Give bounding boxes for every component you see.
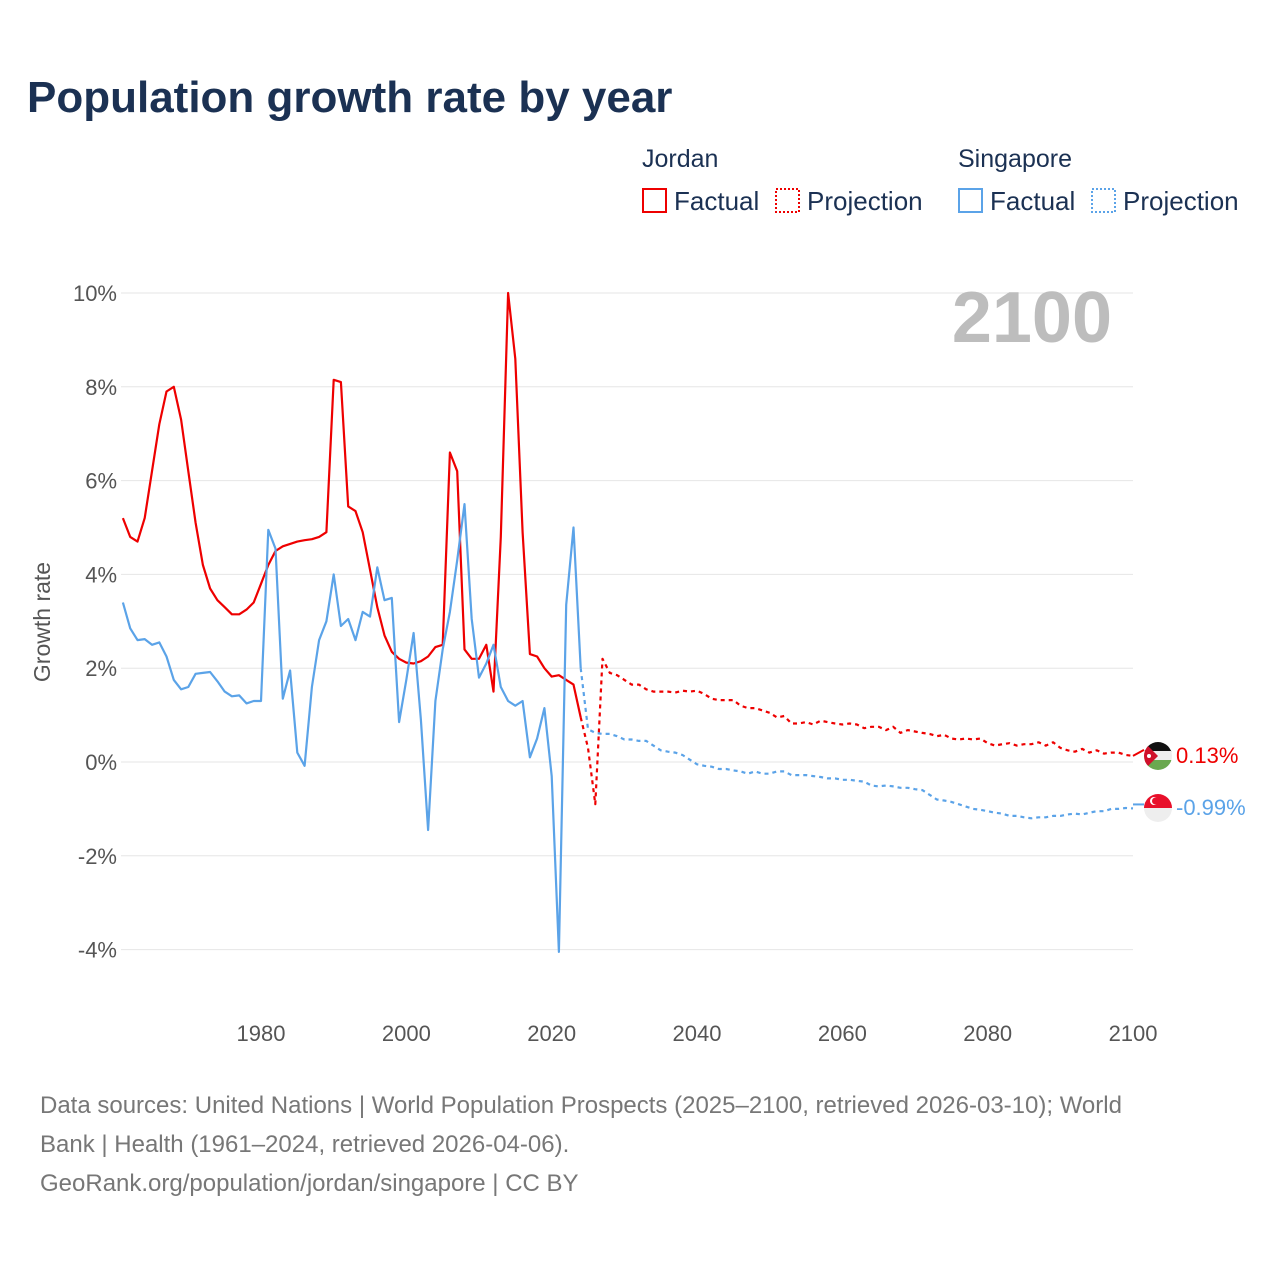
x-tick-label: 2060 bbox=[818, 1021, 867, 1046]
year-badge: 2100 bbox=[952, 278, 1112, 358]
x-tick-label: 2020 bbox=[527, 1021, 576, 1046]
y-tick-label: 6% bbox=[85, 469, 117, 494]
x-tick-label: 2040 bbox=[673, 1021, 722, 1046]
legend: Jordan Factual Projection Singapore Fact… bbox=[642, 145, 1239, 216]
y-tick-label: -4% bbox=[78, 938, 117, 963]
chart-title: Population growth rate by year bbox=[27, 73, 672, 122]
legend-jordan-factual[interactable]: Factual bbox=[674, 186, 759, 216]
jordan-leader-line bbox=[1132, 749, 1145, 757]
x-tick-label: 2000 bbox=[382, 1021, 431, 1046]
legend-singapore-factual-swatch bbox=[958, 188, 983, 213]
legend-singapore-projection-swatch bbox=[1091, 188, 1116, 213]
legend-jordan-projection-swatch bbox=[775, 188, 800, 213]
legend-jordan-projection[interactable]: Projection bbox=[807, 186, 923, 216]
legend-singapore-projection[interactable]: Projection bbox=[1123, 186, 1239, 216]
y-tick-label: 0% bbox=[85, 750, 117, 775]
singapore-factual-line bbox=[121, 503, 582, 953]
legend-jordan-heading: Jordan bbox=[642, 145, 718, 173]
footer-sources-line1: Data sources: United Nations | World Pop… bbox=[40, 1092, 1122, 1119]
y-axis-label: Growth rate bbox=[29, 562, 55, 682]
y-tick-label: 10% bbox=[73, 281, 117, 306]
jordan-projection-line bbox=[579, 657, 1134, 806]
y-tick-label: 2% bbox=[85, 656, 117, 681]
singapore-end-label: -0.99% bbox=[1176, 795, 1246, 820]
footer-credit-link[interactable]: GeoRank.org/population/jordan/singapore … bbox=[40, 1170, 579, 1197]
legend-singapore-factual[interactable]: Factual bbox=[990, 186, 1075, 216]
y-tick-label: -2% bbox=[78, 844, 117, 869]
series-lines bbox=[121, 291, 1145, 953]
gridlines bbox=[121, 292, 1133, 951]
x-tick-label: 2100 bbox=[1109, 1021, 1158, 1046]
y-tick-label: 4% bbox=[85, 562, 117, 587]
jordan-end-label: 0.13% bbox=[1176, 743, 1238, 768]
x-axis-ticks: 1980 2000 2020 2040 2060 2080 2100 bbox=[237, 1021, 1158, 1046]
footer-sources-line2: Bank | Health (1961–2024, retrieved 2026… bbox=[40, 1131, 569, 1158]
jordan-factual-line bbox=[121, 291, 582, 718]
legend-singapore-heading: Singapore bbox=[958, 145, 1072, 173]
x-tick-label: 1980 bbox=[237, 1021, 286, 1046]
singapore-projection-line bbox=[579, 668, 1134, 820]
singapore-flag-icon bbox=[1144, 794, 1172, 822]
y-axis-ticks: -4% -2% 0% 2% 4% 6% 8% 10% bbox=[73, 281, 117, 963]
y-tick-label: 8% bbox=[85, 375, 117, 400]
jordan-flag-icon bbox=[1144, 742, 1172, 770]
legend-jordan-factual-swatch bbox=[642, 188, 667, 213]
x-tick-label: 2080 bbox=[963, 1021, 1012, 1046]
